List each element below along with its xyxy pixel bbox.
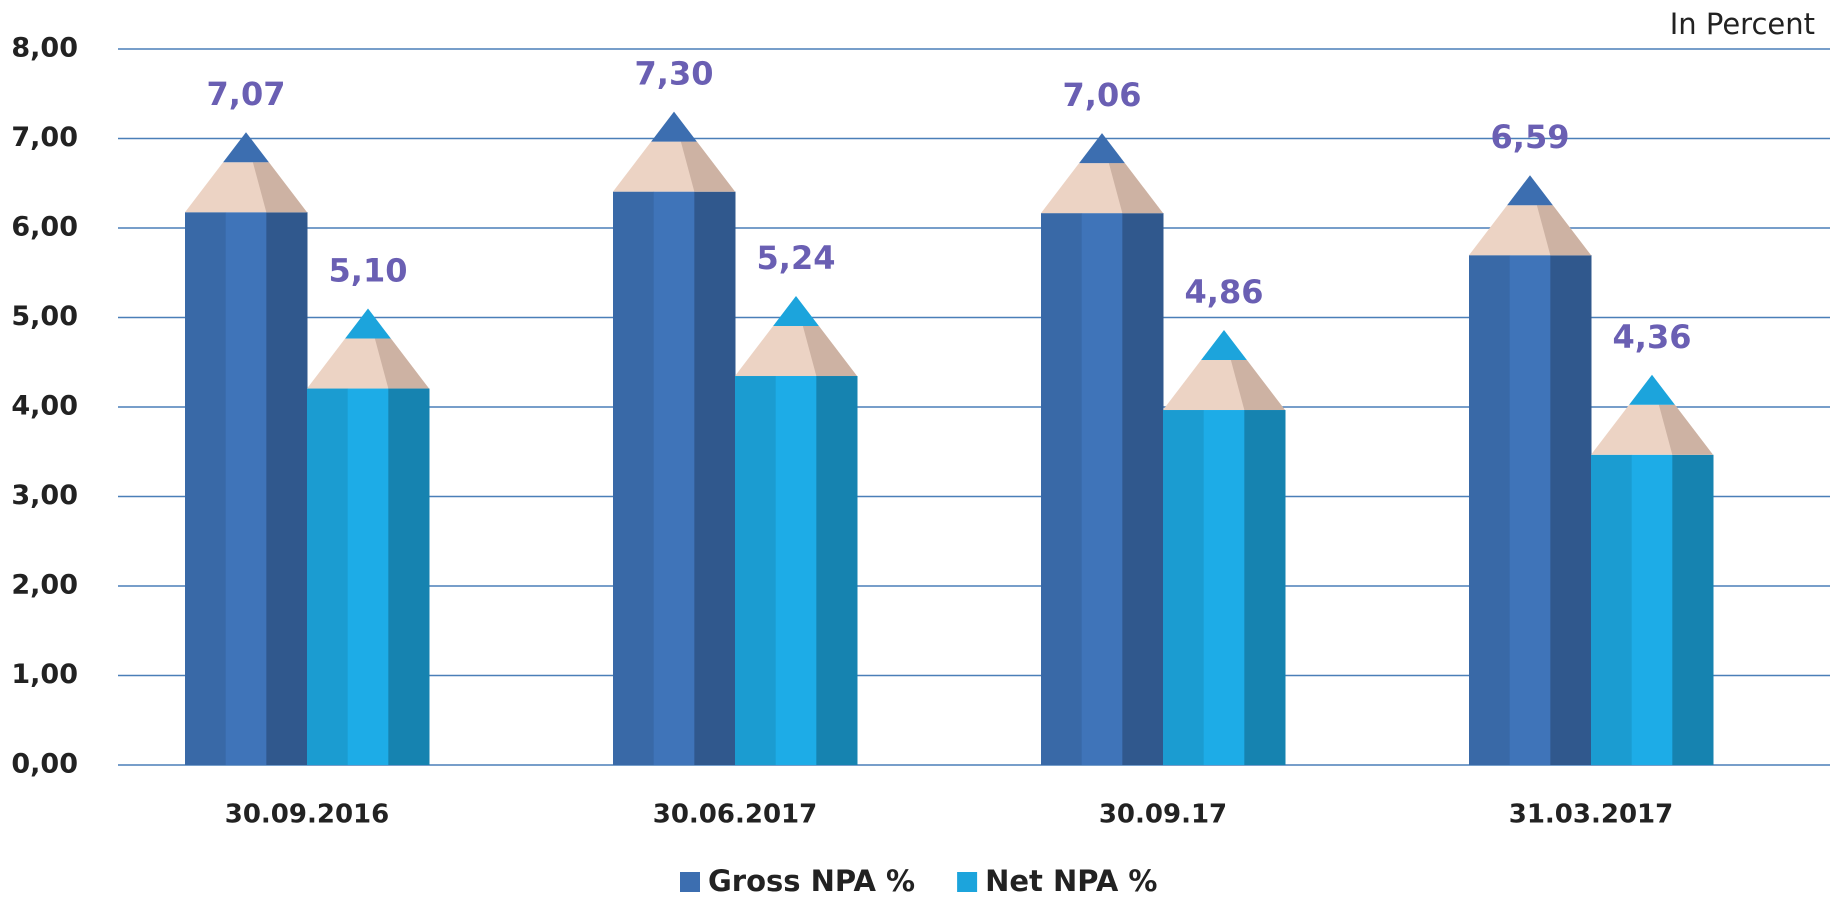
value-label: 7,30: [635, 55, 714, 93]
value-label: 4,86: [1185, 273, 1264, 311]
pencil-wood-shade: [1658, 404, 1713, 455]
y-tick-label: 0,00: [11, 749, 78, 780]
value-label: 6,59: [1491, 118, 1570, 156]
pencil-lead: [1507, 175, 1553, 206]
pencil-bar: [185, 132, 308, 766]
x-tick-label: 30.09.2016: [225, 800, 389, 830]
value-label: 4,36: [1613, 318, 1692, 356]
pencil-lead: [651, 111, 697, 142]
pencil-lead: [223, 132, 269, 163]
pencil-facet: [1509, 255, 1551, 765]
value-label: 5,24: [757, 239, 836, 277]
x-tick-label: 30.09.17: [1099, 800, 1227, 830]
legend-swatch: [957, 872, 978, 892]
pencil-facet: [225, 212, 267, 766]
pencil-bar: [1041, 133, 1164, 765]
pencil-facet: [1672, 454, 1714, 765]
pencil-facet: [1631, 454, 1673, 765]
pencil-lead: [1079, 133, 1125, 164]
pencil-bar: [1591, 374, 1714, 765]
pencil-facet: [1469, 255, 1511, 765]
x-tick-label: 31.03.2017: [1509, 800, 1673, 830]
pencil-wood-shade: [374, 338, 429, 389]
pencil-facet: [694, 191, 736, 765]
pencil-facet: [388, 388, 430, 765]
pencil-bar: [1469, 175, 1592, 765]
pencil-bar: [613, 111, 736, 765]
pencil-facet: [1163, 410, 1205, 765]
pencil-facet: [735, 376, 777, 765]
pencil-facet: [347, 388, 389, 765]
value-label: 5,10: [329, 252, 408, 290]
pencil-lead: [345, 308, 391, 339]
pencil-bar: [1163, 330, 1286, 765]
y-tick-label: 8,00: [11, 33, 78, 64]
pencil-facet: [1244, 410, 1286, 765]
pencil-facet: [1203, 410, 1245, 765]
pencil-facet: [775, 376, 817, 765]
pencil-wood-shade: [252, 162, 307, 213]
y-tick-label: 4,00: [11, 391, 78, 422]
y-tick-label: 3,00: [11, 480, 78, 511]
pencil-facet: [1591, 454, 1633, 765]
y-tick-label: 5,00: [11, 301, 78, 332]
legend-swatch: [680, 872, 700, 892]
pencil-lead: [773, 296, 819, 327]
y-tick-label: 7,00: [11, 122, 78, 153]
pencil-wood-shade: [1108, 163, 1163, 214]
pencil-wood-shade: [802, 326, 857, 377]
pencil-facet: [653, 191, 695, 765]
pencil-facet: [185, 212, 227, 766]
legend-label: Gross NPA %: [708, 864, 915, 898]
value-label: 7,07: [207, 75, 286, 113]
pencil-facet: [816, 376, 858, 765]
value-label: 7,06: [1063, 76, 1142, 114]
x-tick-label: 30.06.2017: [653, 800, 817, 830]
pencil-facet: [1081, 213, 1123, 765]
pencil-bar: [735, 296, 858, 765]
pencil-facet: [613, 191, 655, 765]
pencil-wood-shade: [1536, 205, 1591, 256]
pencil-facet: [1122, 213, 1164, 765]
annotation: In Percent: [1670, 7, 1815, 41]
pencil-facet: [1041, 213, 1083, 765]
y-tick-label: 1,00: [11, 659, 78, 690]
pencil-lead: [1201, 330, 1247, 361]
pencil-bar: [307, 308, 430, 765]
y-tick-label: 6,00: [11, 212, 78, 243]
pencil-facet: [307, 388, 349, 765]
pencil-lead: [1629, 374, 1675, 405]
y-tick-label: 2,00: [11, 570, 78, 601]
pencil-wood-shade: [680, 141, 735, 192]
pencil-facet: [1550, 255, 1592, 765]
pencil-wood-shade: [1230, 360, 1285, 411]
legend-label: Net NPA %: [985, 864, 1157, 898]
pencil-facet: [266, 212, 308, 766]
